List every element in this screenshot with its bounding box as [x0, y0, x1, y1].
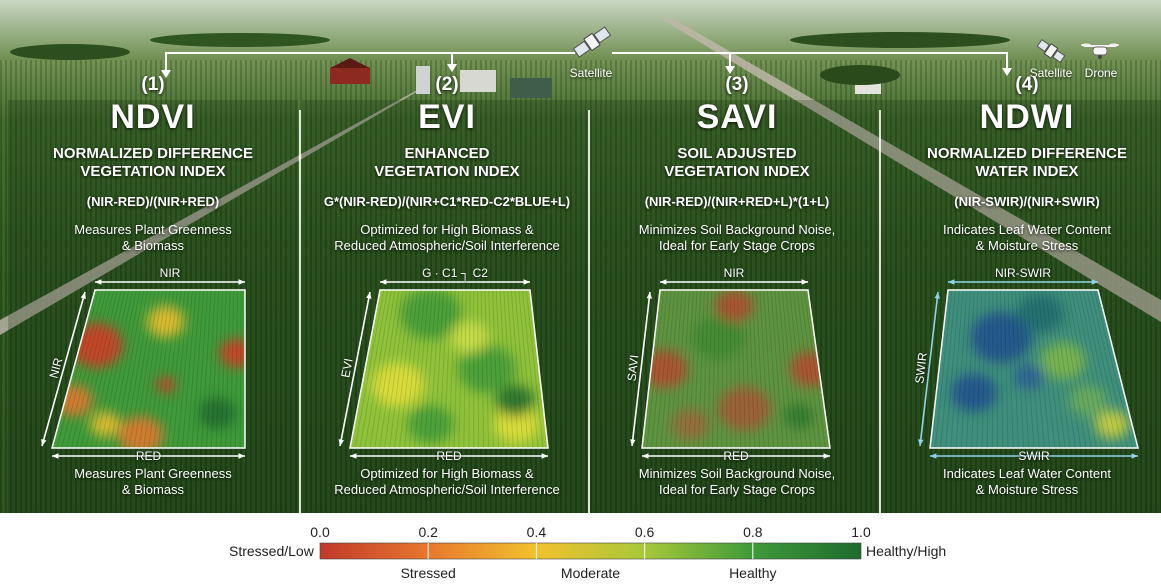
satellite-label: Satellite [569, 66, 613, 80]
legend-tick-label: 0.4 [526, 524, 547, 540]
index-description-line2: & Biomass [121, 238, 185, 253]
index-name-line1: SOIL ADJUSTED [677, 145, 797, 162]
legend-category-label: Stressed [400, 565, 456, 581]
divider-1 [299, 110, 301, 513]
legend-tick-label: 0.2 [418, 524, 438, 540]
index-description-line1: Minimizes Soil Background Noise, [638, 222, 836, 237]
index-formula: G*(NIR-RED)/(NIR+C1*RED-C2*BLUE+L) [323, 194, 571, 209]
satellite-connector-lines [161, 52, 1012, 78]
index-description-line1: Measures Plant Greenness [74, 222, 232, 237]
legend-gradient-bar [319, 542, 862, 560]
index-abbreviation: SAVI [696, 98, 778, 136]
satellite-small-icon [1036, 38, 1066, 64]
axis-label-bottom: RED [723, 449, 749, 463]
bottom-description-line2: Reduced Atmospheric/Soil Interference [334, 482, 560, 497]
axis-label-top: NIR [723, 266, 745, 280]
satellite-icon [572, 26, 612, 58]
index-name-line1: NORMALIZED DIFFERENCE [53, 145, 253, 162]
panel-number: (3) [725, 74, 749, 95]
bottom-description-line1: Indicates Leaf Water Content [943, 466, 1111, 481]
index-formula: (NIR-SWIR)/(NIR+SWIR) [954, 194, 1100, 209]
bottom-description-line2: & Biomass [121, 482, 185, 497]
index-abbreviation: EVI [418, 98, 476, 136]
divider-2 [588, 110, 590, 513]
legend-left-label: Stressed/Low [229, 543, 314, 559]
drone-label: Drone [1084, 66, 1118, 80]
legend-tick-label: 0.0 [310, 524, 330, 540]
legend-tick-label: 1.0 [851, 524, 871, 540]
index-name-line2: VEGETATION INDEX [664, 163, 810, 180]
bottom-description-line2: & Moisture Stress [975, 482, 1079, 497]
index-description-line2: Ideal for Early Stage Crops [658, 238, 816, 253]
drone-icon [1081, 43, 1119, 59]
index-formula: (NIR-RED)/(NIR+RED) [86, 194, 220, 209]
index-abbreviation: NDVI [110, 98, 196, 136]
divider-3 [879, 110, 881, 513]
axis-label-bottom: SWIR [1018, 449, 1050, 463]
index-name-line1: ENHANCED [404, 145, 490, 162]
legend-tick-label: 0.8 [743, 524, 763, 540]
legend-category-label: Moderate [560, 565, 621, 581]
index-name-line2: VEGETATION INDEX [80, 163, 226, 180]
bottom-description-line1: Measures Plant Greenness [74, 466, 232, 481]
index-heatmap-savi [642, 290, 830, 448]
axis-label-top: NIR-SWIR [995, 266, 1051, 280]
index-formula: (NIR-RED)/(NIR+RED+L)*(1+L) [644, 194, 830, 209]
bottom-description-line1: Minimizes Soil Background Noise, [638, 466, 836, 481]
legend-category-label: Healthy [729, 565, 777, 581]
axis-label-top: G · C1 ┐ C2 [422, 266, 488, 280]
axis-label-bottom: RED [135, 449, 162, 463]
index-description-line1: Optimized for High Biomass & [360, 222, 534, 237]
axis-label-top: NIR [159, 266, 181, 280]
panel-number: (4) [1015, 74, 1039, 95]
axis-label-bottom: RED [436, 449, 462, 463]
index-name-line1: NORMALIZED DIFFERENCE [927, 145, 1127, 162]
index-description-line1: Indicates Leaf Water Content [943, 222, 1111, 237]
bottom-description-line1: Optimized for High Biomass & [360, 466, 534, 481]
legend-tick-label: 0.6 [634, 524, 655, 540]
legend-right-label: Healthy/High [866, 543, 947, 559]
index-heatmap-ndwi [918, 279, 1139, 459]
background-roads [0, 18, 1161, 335]
index-description-line2: & Moisture Stress [975, 238, 1079, 253]
index-name-line2: VEGETATION INDEX [374, 163, 520, 180]
index-description-line2: Reduced Atmospheric/Soil Interference [334, 238, 560, 253]
index-abbreviation: NDWI [979, 98, 1075, 136]
aerial-farm-background: Satellite Satellite Drone (1) NDVI NORMALI… [0, 0, 1161, 513]
legend-color-scale [319, 542, 862, 560]
index-heatmap-evi [350, 290, 548, 448]
panel-number: (2) [435, 74, 459, 95]
index-heatmap-ndvi [52, 290, 245, 448]
legend: Stressed/Low Healthy/High 0.0 0.2 0.4 0.6 0.… [0, 513, 1161, 584]
index-name-line2: WATER INDEX [975, 163, 1079, 180]
panel-number: (1) [141, 74, 165, 95]
satellite-label-right: Satellite [1029, 66, 1073, 80]
bottom-description-line2: Ideal for Early Stage Crops [658, 482, 816, 497]
